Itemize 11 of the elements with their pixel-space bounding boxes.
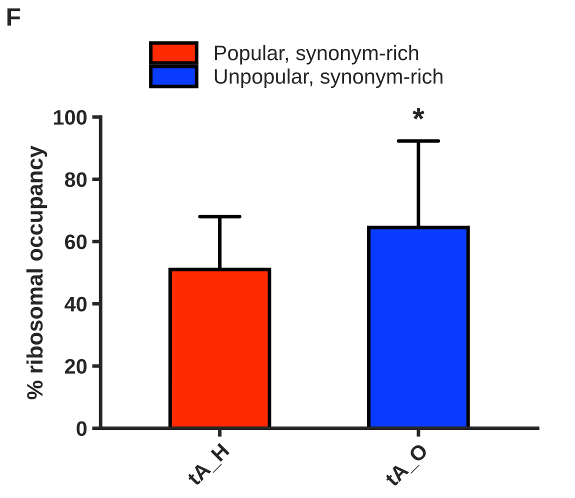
y-axis-title: % ribosomal occupancy <box>26 146 48 400</box>
y-tick-label: 40 <box>64 296 87 312</box>
legend-label: Popular, synonym-rich <box>215 45 418 64</box>
y-tick-label: 80 <box>64 172 87 188</box>
legend-label: Unpopular, synonym-rich <box>214 68 442 88</box>
annotation: * <box>412 108 424 120</box>
y-tick-label: 100 <box>54 110 87 125</box>
y-tick-label: 20 <box>64 359 87 374</box>
text: F <box>7 8 20 26</box>
y-tick-label: 60 <box>65 234 87 250</box>
y-tick-label: 0 <box>76 421 87 436</box>
